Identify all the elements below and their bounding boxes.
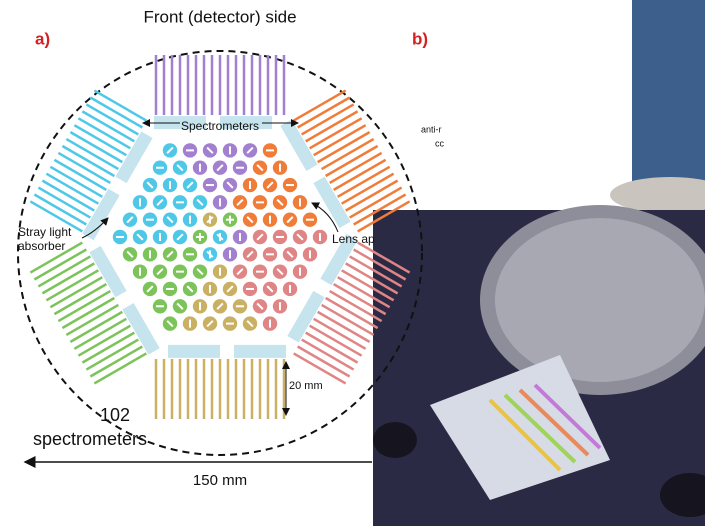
panel-a (18, 51, 422, 455)
dimension-label: 20 mm (289, 380, 323, 392)
figure: b) anti-r cc Front (detector) side a) Sp… (0, 0, 705, 526)
lens-label: Lens ap (332, 232, 375, 246)
hole (373, 422, 417, 458)
fragment-text: cc (435, 138, 445, 148)
fragment-text: anti-r (421, 124, 442, 134)
spectrometers-label: Spectrometers (181, 119, 259, 133)
coin-face (495, 218, 705, 382)
stray-light-label: absorber (18, 239, 65, 253)
spectrometer-group (156, 359, 284, 419)
dimension-label: 150 mm (193, 472, 247, 489)
title: Front (detector) side (143, 7, 296, 26)
count-label: spectrometers (33, 429, 147, 449)
stray-light-label: Stray light (18, 225, 72, 239)
panel-label: b) (412, 29, 428, 48)
panel-label: a) (35, 29, 50, 48)
spectrometer-group (156, 55, 284, 115)
count-label: 102 (100, 405, 130, 425)
